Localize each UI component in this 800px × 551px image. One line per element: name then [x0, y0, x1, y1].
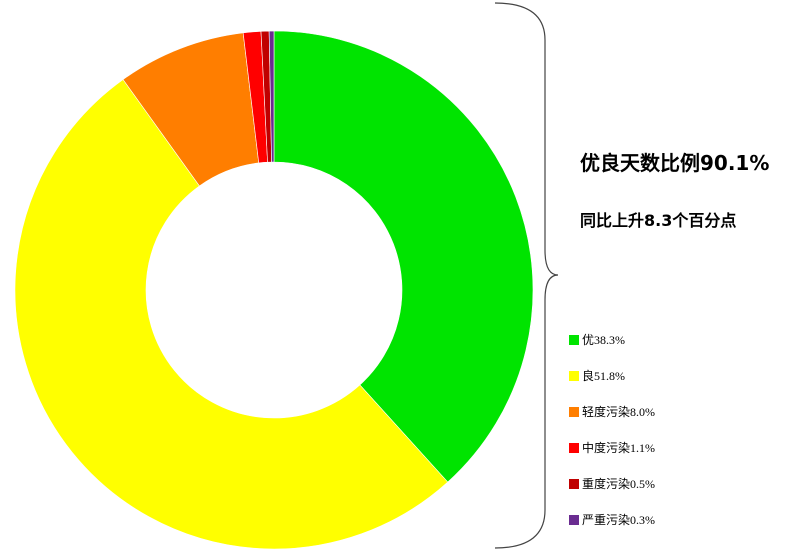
good-days-ratio-headline: 优良天数比例90.1% — [580, 151, 770, 175]
legend-label: 良51.8% — [582, 369, 625, 383]
legend-swatch — [569, 371, 579, 381]
legend-swatch — [569, 515, 579, 525]
legend-swatch — [569, 443, 579, 453]
legend-item: 良51.8% — [569, 368, 655, 404]
legend-swatch — [569, 335, 579, 345]
legend: 优38.3% 良51.8% 轻度污染8.0% 中度污染1.1% 重度污染0.5% 严重污染… — [569, 332, 655, 548]
legend-swatch — [569, 407, 579, 417]
slice-严重污染 — [268, 30, 275, 163]
legend-label: 严重污染0.3% — [582, 513, 655, 527]
slice-良 — [14, 79, 449, 550]
legend-item: 轻度污染8.0% — [569, 404, 655, 440]
legend-label: 轻度污染8.0% — [582, 405, 655, 419]
legend-item: 优38.3% — [569, 332, 655, 368]
slice-优 — [273, 30, 534, 483]
legend-label: 优38.3% — [582, 333, 625, 347]
legend-swatch — [569, 479, 579, 489]
legend-label: 重度污染0.5% — [582, 477, 655, 491]
brace-decoration — [494, 2, 559, 549]
legend-label: 中度污染1.1% — [582, 441, 655, 455]
legend-item: 重度污染0.5% — [569, 476, 655, 512]
legend-item: 严重污染0.3% — [569, 512, 655, 548]
legend-item: 中度污染1.1% — [569, 440, 655, 476]
yoy-change-text: 同比上升8.3个百分点 — [580, 211, 737, 230]
